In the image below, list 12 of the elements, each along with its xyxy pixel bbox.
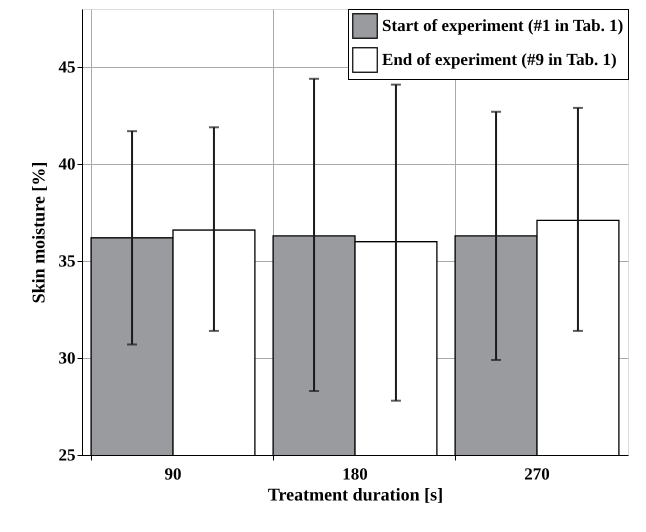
- y-tick-label: 30: [58, 348, 76, 368]
- y-tick-label: 45: [58, 58, 76, 77]
- legend-label: End of experiment (#9 in Tab. 1): [382, 50, 617, 69]
- legend-label: Start of experiment (#1 in Tab. 1): [382, 16, 624, 35]
- y-tick-label: 40: [58, 154, 76, 174]
- x-axis-title: Treatment duration [s]: [268, 484, 444, 504]
- x-tick-label: 270: [524, 464, 550, 484]
- y-tick-label: 35: [58, 252, 76, 271]
- x-tick-label: 90: [164, 464, 182, 484]
- y-tick-label: 25: [58, 446, 76, 464]
- y-axis-title: Skin moisture [%]: [28, 162, 48, 304]
- x-tick-label: 180: [342, 464, 368, 484]
